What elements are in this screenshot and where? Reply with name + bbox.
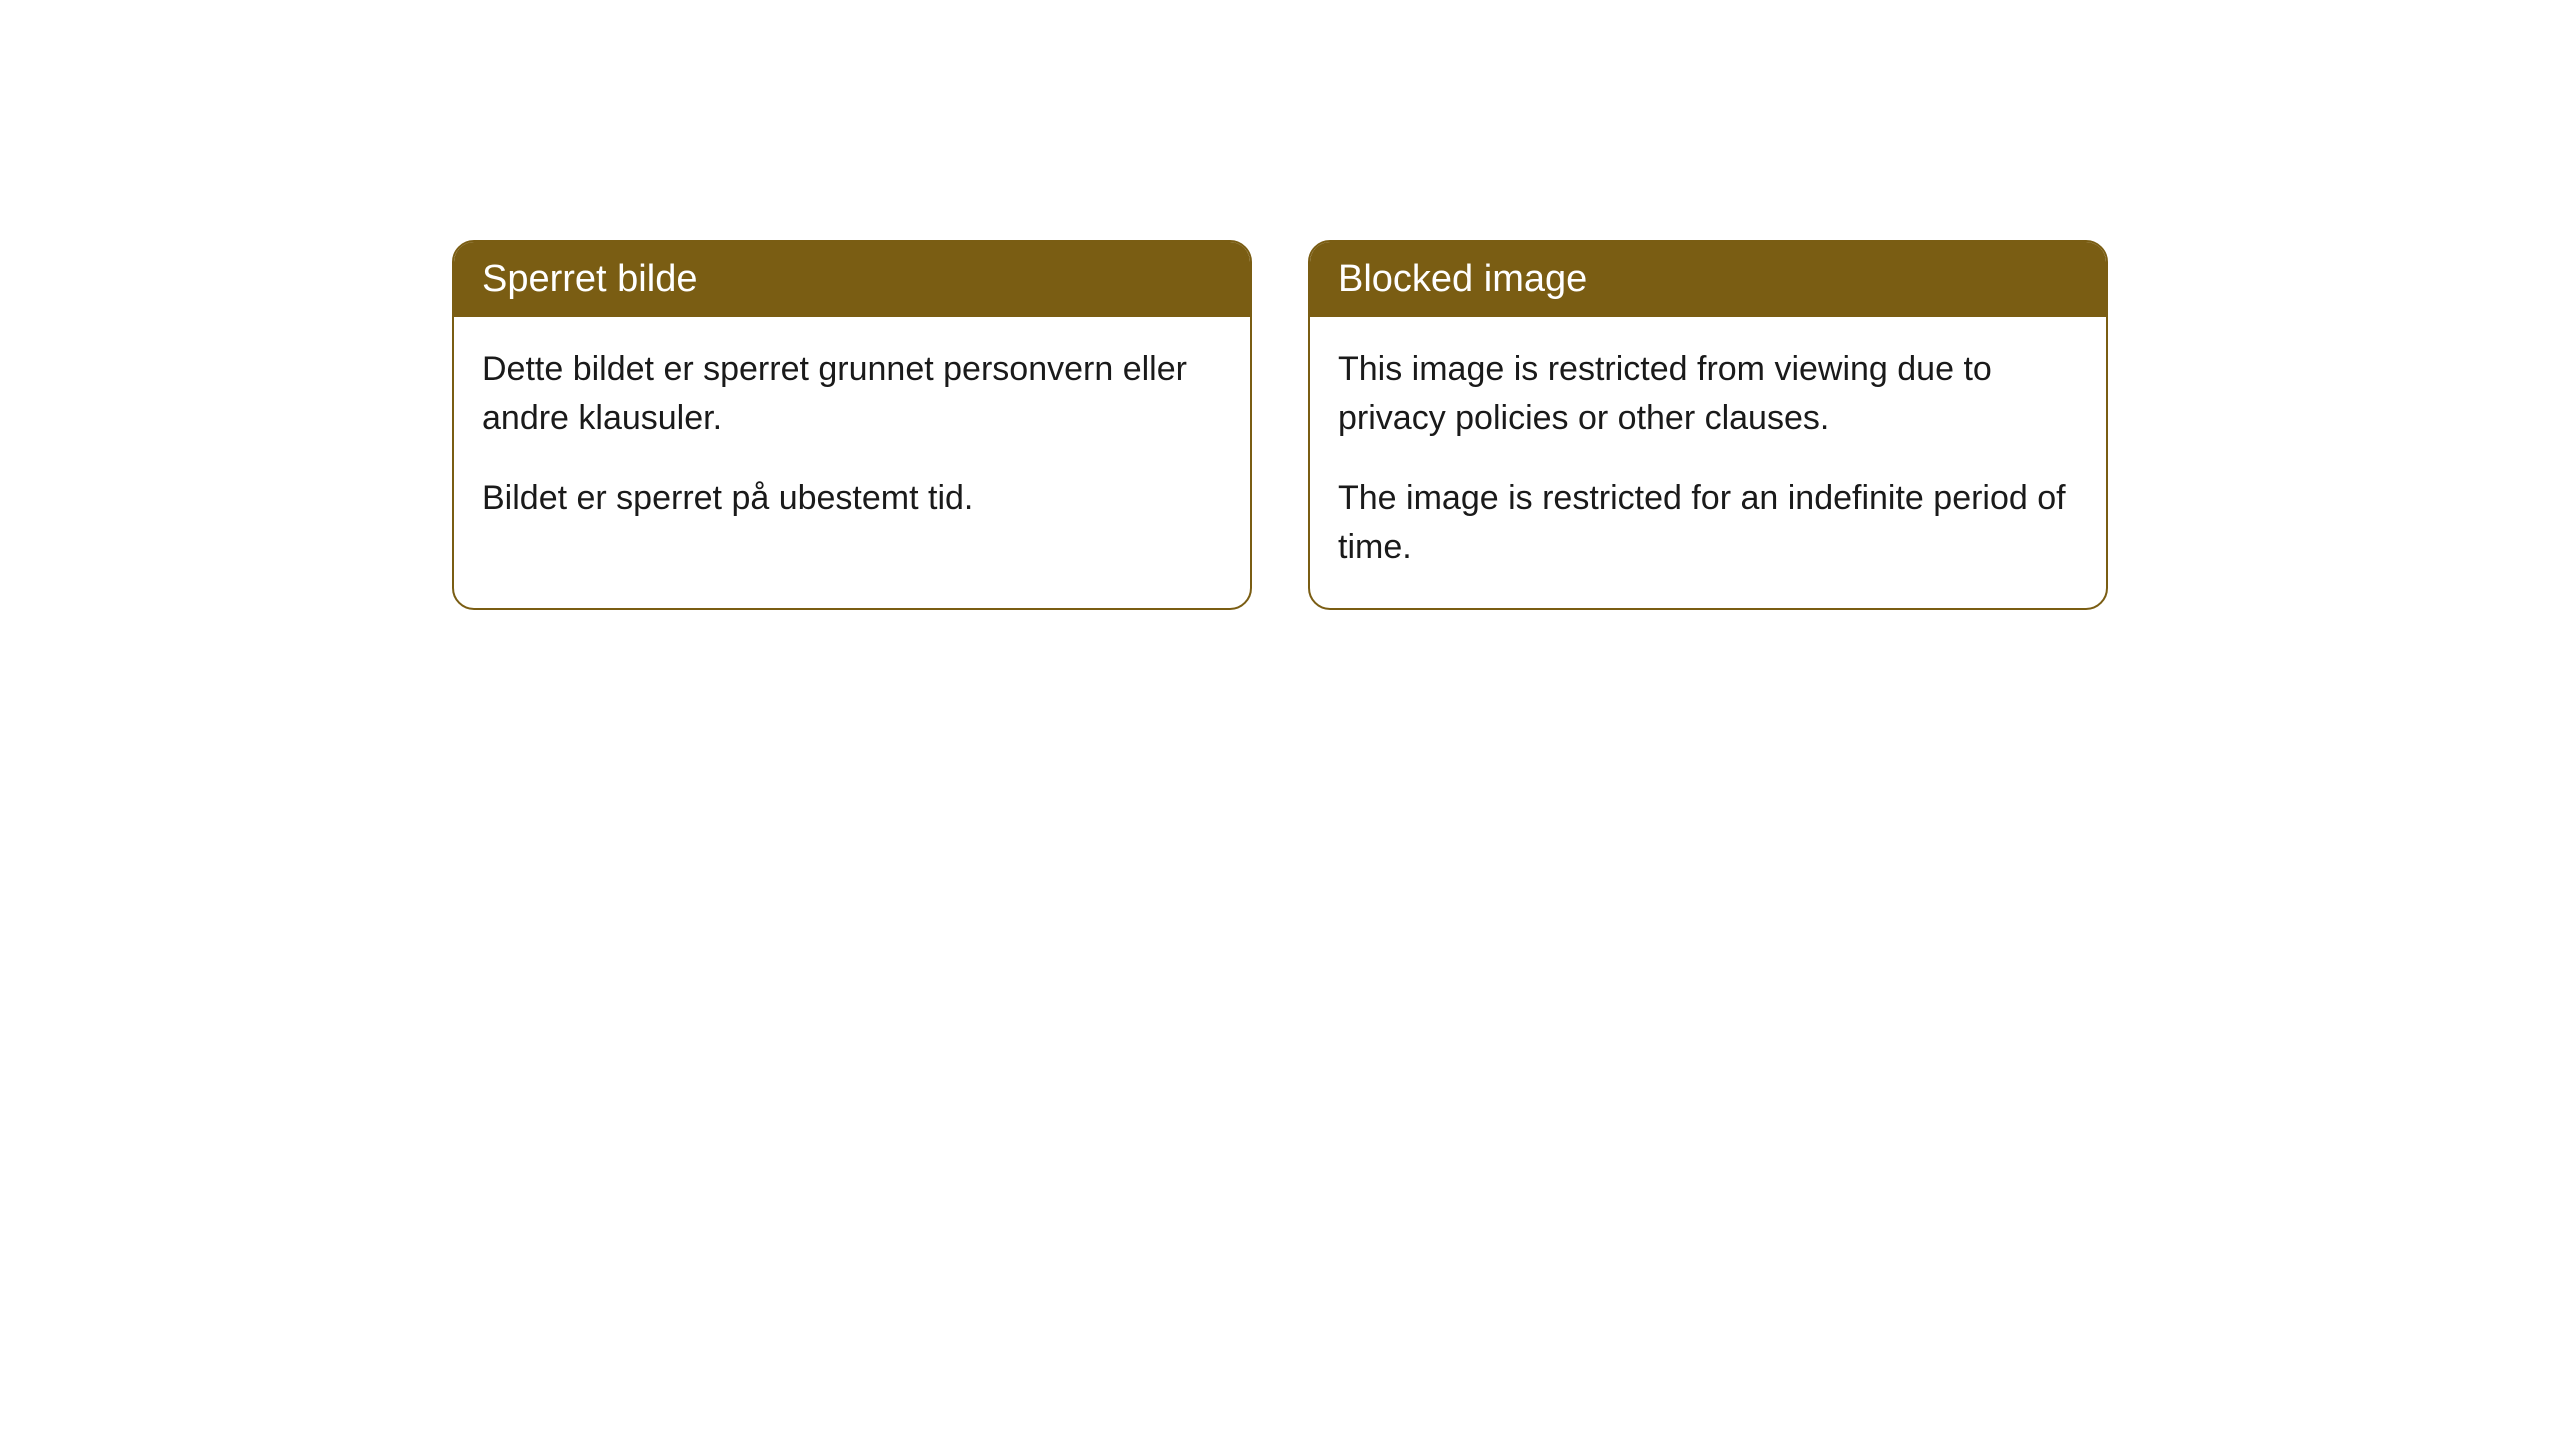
blocked-image-card-english: Blocked image This image is restricted f… <box>1308 240 2108 610</box>
card-paragraph-1-english: This image is restricted from viewing du… <box>1338 345 2078 444</box>
card-body-norwegian: Dette bildet er sperret grunnet personve… <box>454 317 1250 559</box>
blocked-image-card-norwegian: Sperret bilde Dette bildet er sperret gr… <box>452 240 1252 610</box>
card-body-english: This image is restricted from viewing du… <box>1310 317 2106 608</box>
card-title-english: Blocked image <box>1310 242 2106 317</box>
card-paragraph-2-english: The image is restricted for an indefinit… <box>1338 474 2078 573</box>
card-paragraph-1-norwegian: Dette bildet er sperret grunnet personve… <box>482 345 1222 444</box>
card-title-norwegian: Sperret bilde <box>454 242 1250 317</box>
notice-cards-container: Sperret bilde Dette bildet er sperret gr… <box>452 240 2108 610</box>
card-paragraph-2-norwegian: Bildet er sperret på ubestemt tid. <box>482 474 1222 523</box>
